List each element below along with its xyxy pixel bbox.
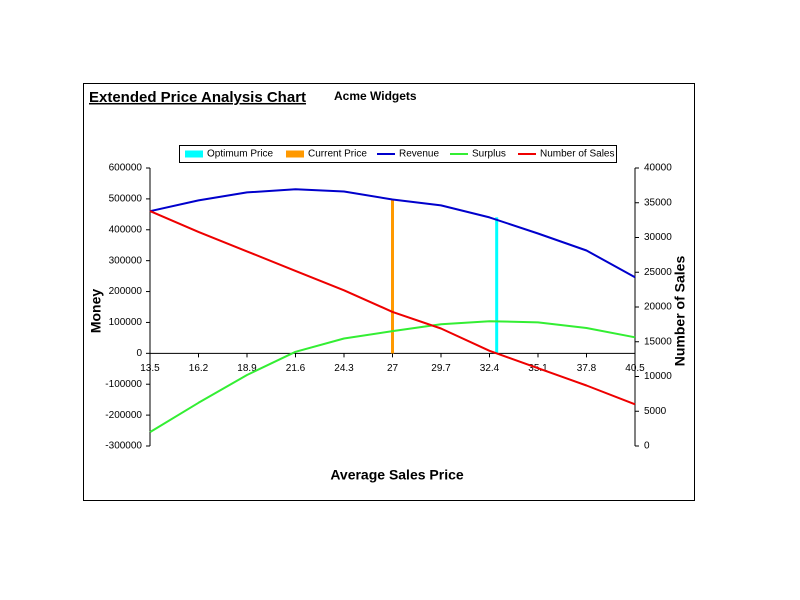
legend	[179, 145, 617, 163]
y-tick-label: 300000	[109, 255, 143, 266]
y-tick-label: -100000	[105, 379, 142, 390]
x-tick-label: 32.4	[480, 363, 500, 374]
y2-tick-label: 25000	[644, 267, 672, 278]
x-tick-label: 18.9	[237, 363, 257, 374]
y2-tick-label: 5000	[644, 406, 667, 417]
x-tick-label: 24.3	[334, 363, 354, 374]
legend-label: Revenue	[399, 149, 439, 160]
series-line	[149, 320, 636, 433]
y-tick-label: -300000	[105, 441, 142, 452]
legend-label: Current Price	[308, 149, 367, 160]
series-line	[149, 188, 636, 279]
x-tick-label: 13.5	[140, 363, 160, 374]
y-tick-label: 600000	[109, 163, 143, 174]
x-tick-label: 40.5	[625, 363, 645, 374]
x-axis-label: Average Sales Price	[330, 467, 464, 483]
y2-tick-label: 20000	[644, 302, 672, 313]
y-tick-label: 100000	[109, 317, 143, 328]
legend-label: Surplus	[472, 149, 506, 160]
y-tick-label: 0	[136, 348, 142, 359]
x-tick-label: 27	[387, 363, 399, 374]
y-tick-label: -200000	[105, 410, 142, 421]
y2-tick-label: 15000	[644, 336, 672, 347]
y-tick-label: 500000	[109, 194, 143, 205]
y2-axis-label: Number of Sales	[672, 256, 688, 367]
x-tick-label: 37.8	[577, 363, 597, 374]
y2-tick-label: 35000	[644, 197, 672, 208]
chart-title: Extended Price Analysis Chart	[89, 89, 306, 106]
y2-tick-label: 40000	[644, 163, 672, 174]
y-axis-label: Money	[88, 289, 104, 334]
legend-label: Number of Sales	[540, 149, 614, 160]
y2-tick-label: 0	[644, 441, 650, 452]
x-tick-label: 21.6	[286, 363, 306, 374]
y2-tick-label: 10000	[644, 371, 672, 382]
y-tick-label: 200000	[109, 286, 143, 297]
legend-label: Optimum Price	[207, 149, 274, 160]
y2-tick-label: 30000	[644, 232, 672, 243]
x-tick-label: 16.2	[189, 363, 209, 374]
chart-subtitle: Acme Widgets	[334, 89, 417, 103]
x-tick-label: 29.7	[431, 363, 451, 374]
y-tick-label: 400000	[109, 224, 143, 235]
series-line	[149, 210, 636, 406]
